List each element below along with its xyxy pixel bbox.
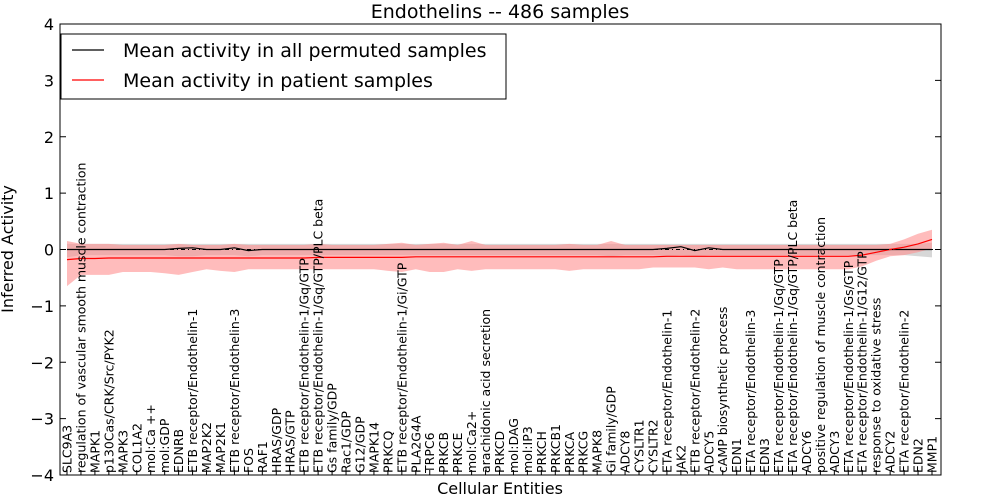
entity-label: EDN2 (911, 438, 926, 473)
legend-label-0: Mean activity in all permuted samples (123, 40, 486, 62)
entity-label: ADCY5 (701, 431, 716, 473)
x-axis-entity-labels: SLC9A3 regulation of vascular smooth musc… (60, 163, 940, 475)
entity-label: PRKCE (450, 433, 465, 473)
entity-label: HRAS/GTP (283, 410, 298, 473)
entity-label: MAPK8 (590, 430, 605, 473)
entity-label: ADCY3 (827, 431, 842, 473)
entity-label: PLA2G4A (408, 415, 423, 473)
legend: Mean activity in all permuted samples Mea… (60, 33, 507, 100)
entity-label: ETB receptor/Endothelin-1/Gq/GTP/PLC bet… (311, 199, 326, 473)
x-axis-label: Cellular Entities (437, 479, 563, 498)
entity-label: RAF1 (255, 441, 270, 473)
entity-label: PRKCD (492, 431, 507, 473)
entity-label: response to oxidative stress (869, 298, 884, 473)
entity-label: Gs family/GDP (325, 383, 340, 473)
entity-label: EDNRB (171, 429, 186, 473)
entity-label: EDN1 (729, 438, 744, 473)
entity-label: COL1A2 (129, 423, 144, 473)
legend-label-1: Mean activity in patient samples (123, 70, 433, 92)
entity-label: TRPC6 (422, 432, 437, 474)
y-tick-label: −1 (30, 297, 54, 316)
chart-title: Endothelins -- 486 samples (371, 1, 630, 23)
entity-label: mol:DAG (506, 418, 521, 473)
entity-label: FOS (241, 448, 256, 473)
entity-label: ETA receptor/Endothelin-1/Gq/GTP (771, 259, 786, 473)
entity-label: mol:IP3 (520, 426, 535, 473)
entity-label: p130Cas/CRK/Src/PYK2 (101, 329, 116, 473)
entity-label: ETA receptor/Endothelin-2 (897, 310, 912, 473)
entity-label: SLC9A3 (60, 425, 75, 473)
entity-label: ADCY8 (618, 431, 633, 473)
entity-label: mol:GDP (157, 418, 172, 473)
entity-label: mol:Ca2+ (464, 411, 479, 473)
entity-label: PRKCH (534, 431, 549, 473)
entity-label: G12/GDP (353, 416, 368, 473)
entity-label: MAP2K1 (213, 422, 228, 473)
y-tick-label: 1 (44, 184, 54, 203)
entity-label: MMP1 (925, 436, 940, 473)
entity-label: Rac1/GDP (339, 411, 354, 473)
entity-label: ADCY6 (799, 431, 814, 473)
entity-label: MAPK14 (366, 422, 381, 473)
entity-label: ETB receptor/Endothelin-1/Gi/GTP (394, 262, 409, 473)
entity-label: ADCY2 (883, 431, 898, 473)
entity-label: ETA receptor/Endothelin-1 (659, 310, 674, 473)
entity-label: PRKCB (436, 432, 451, 473)
entity-label: ETB receptor/Endothelin-1 (185, 309, 200, 473)
entity-label: positive regulation of muscle contractio… (813, 217, 828, 473)
entity-label: CYSLTR1 (632, 419, 647, 473)
entity-label: CYSLTR2 (646, 419, 661, 473)
entity-label: MAPK1 (87, 430, 102, 473)
entity-label: ETB receptor/Endothelin-3 (227, 309, 242, 473)
entity-label: regulation of vascular smooth muscle con… (74, 163, 89, 473)
y-tick-label: −2 (30, 353, 54, 372)
entity-label: arachidonic acid secretion (478, 309, 493, 473)
plot-frame (59, 23, 942, 476)
entity-label: ETB receptor/Endothelin-1/Gq/GTP (297, 258, 312, 473)
entity-label: PRKCG (576, 431, 591, 473)
series-line-1 (66, 238, 933, 261)
entity-label: MAPK3 (115, 430, 130, 473)
entity-label: ETA receptor/Endothelin-3 (743, 310, 758, 473)
entity-label: mol:Ca ++ (143, 404, 158, 473)
y-tick-label: 4 (44, 15, 54, 34)
entity-label: ETA receptor/Endothelin-1/G12/GTP (855, 251, 870, 473)
entity-label: PRKCB1 (548, 424, 563, 473)
y-tick-label: −3 (30, 410, 54, 429)
entity-label: PRKCQ (380, 431, 395, 473)
entity-label: ETA receptor/Endothelin-1/Gs/GTP (841, 260, 856, 473)
legend-box (60, 33, 507, 100)
entity-label: EDN3 (757, 438, 772, 473)
y-tick-label: 2 (44, 128, 54, 147)
entity-label: JAK2 (673, 445, 688, 474)
entity-label: PRKCA (562, 432, 577, 473)
entity-label: MAP2K2 (199, 422, 214, 473)
y-tick-label: 3 (44, 71, 54, 90)
entity-label: ETB receptor/Endothelin-2 (687, 309, 702, 473)
entity-label: Gi family/GDP (604, 386, 619, 473)
band-series-1 (67, 229, 932, 287)
y-axis: −4 −3 −2 −1 0 1 2 3 4 (30, 15, 941, 485)
entity-label: HRAS/GDP (269, 407, 284, 473)
y-tick-label: −4 (30, 466, 54, 485)
y-axis-label: Inferred Activity (0, 185, 17, 313)
entity-label: cAMP biosynthetic process (715, 307, 730, 473)
y-tick-label: 0 (44, 241, 54, 260)
entity-label: ETA receptor/Endothelin-1/Gq/GTP/PLC bet… (785, 200, 800, 473)
